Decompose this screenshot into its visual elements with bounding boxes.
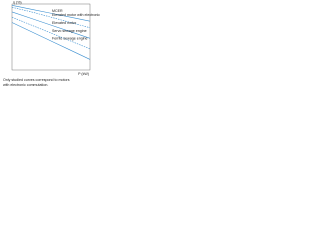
y-axis-label: η (%): [13, 0, 22, 4]
series-line: [11, 5, 91, 22]
series-line: [11, 7, 91, 29]
series-label: Elevated motor: [52, 21, 77, 25]
series-label: Servo sewage engine: [52, 29, 87, 33]
series-label: Ferrite sewage engine: [52, 37, 88, 41]
chart: η (%) P (kW) Only studied curves corresp…: [3, 0, 100, 87]
x-axis-label: P (kW): [78, 72, 89, 76]
series-line: [11, 11, 91, 39]
footnote: with electronic commutation.: [3, 83, 48, 87]
series-line: [11, 16, 91, 50]
series-line: [11, 22, 91, 60]
series-label: Elevated motor with electronic commutati…: [52, 13, 100, 17]
series-label: MCER: [52, 9, 63, 13]
plot-frame: [11, 3, 91, 71]
footnote: Only studied curves correspond to motors: [3, 78, 70, 82]
